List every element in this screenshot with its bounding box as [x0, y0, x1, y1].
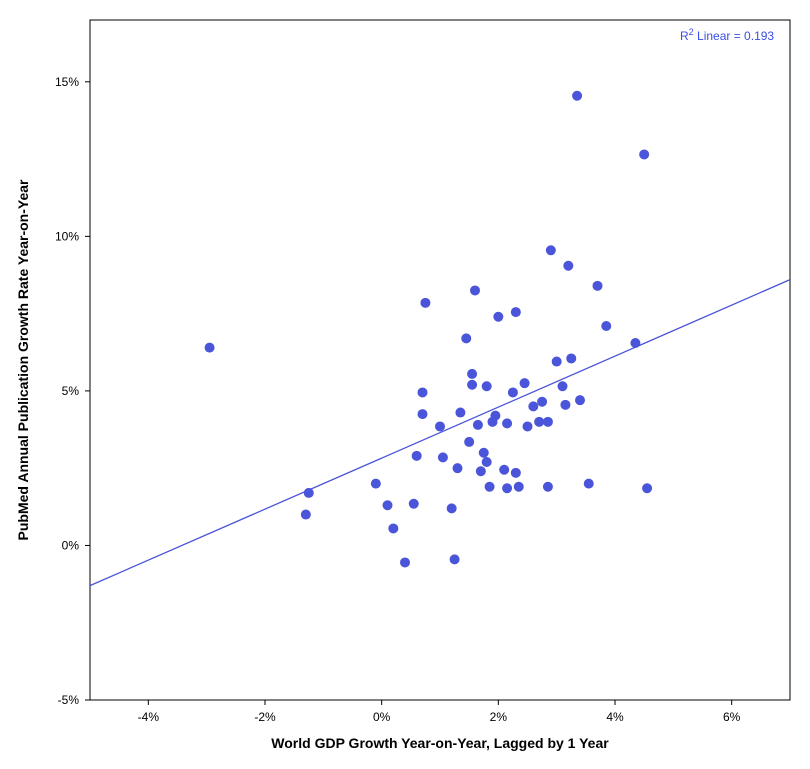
- data-point: [485, 482, 495, 492]
- data-point: [388, 523, 398, 533]
- data-point: [546, 245, 556, 255]
- data-point: [467, 380, 477, 390]
- r-squared-label: R2 Linear = 0.193: [680, 27, 774, 43]
- x-axis-label: World GDP Growth Year-on-Year, Lagged by…: [271, 735, 609, 751]
- x-tick-label: 4%: [606, 710, 624, 724]
- data-point: [493, 312, 503, 322]
- data-point: [418, 409, 428, 419]
- data-point: [490, 411, 500, 421]
- data-point: [593, 281, 603, 291]
- x-tick-label: 0%: [373, 710, 391, 724]
- data-point: [572, 91, 582, 101]
- data-point: [552, 357, 562, 367]
- data-point: [420, 298, 430, 308]
- y-tick-label: 15%: [55, 75, 79, 89]
- y-tick-label: 10%: [55, 229, 79, 243]
- data-point: [482, 457, 492, 467]
- data-point: [514, 482, 524, 492]
- data-point: [450, 554, 460, 564]
- data-point: [467, 369, 477, 379]
- data-point: [523, 421, 533, 431]
- data-point: [560, 400, 570, 410]
- data-point: [502, 483, 512, 493]
- data-point: [528, 401, 538, 411]
- y-tick-label: -5%: [58, 693, 80, 707]
- data-point: [520, 378, 530, 388]
- x-tick-label: 6%: [723, 710, 741, 724]
- y-tick-label: 5%: [62, 384, 80, 398]
- data-point: [558, 381, 568, 391]
- data-point: [476, 466, 486, 476]
- data-point: [575, 395, 585, 405]
- y-axis-label: PubMed Annual Publication Growth Rate Ye…: [15, 179, 31, 540]
- data-point: [630, 338, 640, 348]
- data-point: [482, 381, 492, 391]
- data-point: [537, 397, 547, 407]
- data-point: [371, 479, 381, 489]
- data-point: [534, 417, 544, 427]
- data-point: [508, 387, 518, 397]
- data-point: [642, 483, 652, 493]
- data-point: [543, 482, 553, 492]
- data-point: [470, 285, 480, 295]
- data-point: [499, 465, 509, 475]
- data-point: [584, 479, 594, 489]
- y-tick-label: 0%: [62, 538, 80, 552]
- data-point: [453, 463, 463, 473]
- data-point: [543, 417, 553, 427]
- data-point: [479, 448, 489, 458]
- data-point: [511, 468, 521, 478]
- x-tick-label: -4%: [138, 710, 160, 724]
- data-point: [473, 420, 483, 430]
- data-point: [400, 557, 410, 567]
- data-point: [502, 418, 512, 428]
- data-point: [511, 307, 521, 317]
- data-point: [409, 499, 419, 509]
- data-point: [601, 321, 611, 331]
- scatter-chart: -4% -2% 0% 2% 4% 6% -5% 0% 5% 10% 15% World GDP Gro…: [0, 0, 810, 769]
- data-point: [418, 387, 428, 397]
- data-point: [435, 421, 445, 431]
- data-point: [566, 353, 576, 363]
- data-point: [639, 149, 649, 159]
- data-point: [438, 452, 448, 462]
- x-tick-label: -2%: [254, 710, 276, 724]
- chart-svg: -4% -2% 0% 2% 4% 6% -5% 0% 5% 10% 15% World GDP Gro…: [0, 0, 810, 769]
- data-point: [205, 343, 215, 353]
- data-point: [412, 451, 422, 461]
- data-point: [455, 408, 465, 418]
- data-point: [301, 510, 311, 520]
- x-tick-label: 2%: [490, 710, 508, 724]
- plot-area: [90, 20, 790, 700]
- data-point: [383, 500, 393, 510]
- data-point: [461, 333, 471, 343]
- data-point: [304, 488, 314, 498]
- data-point: [447, 503, 457, 513]
- data-point: [563, 261, 573, 271]
- data-point: [464, 437, 474, 447]
